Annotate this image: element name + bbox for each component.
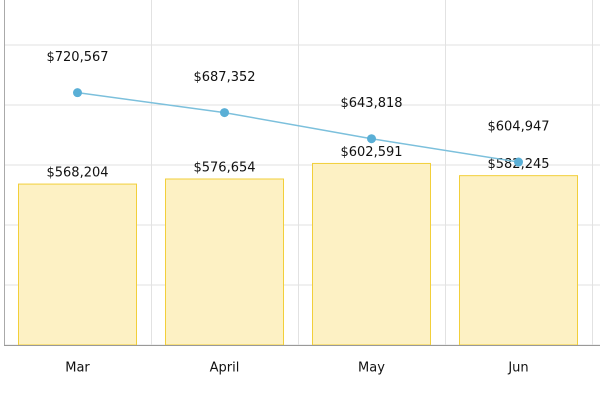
bar bbox=[18, 183, 137, 346]
bar bbox=[165, 178, 284, 346]
bar-value-label: $576,654 bbox=[193, 161, 255, 176]
line-point bbox=[367, 134, 376, 144]
line bbox=[77, 91, 519, 163]
x-tick-label: Mar bbox=[65, 361, 90, 376]
line-value-label: $604,947 bbox=[487, 120, 549, 135]
line-point bbox=[514, 157, 523, 167]
line-value-label: $720,567 bbox=[46, 50, 108, 65]
line-value-label: $643,818 bbox=[340, 96, 402, 111]
line-point bbox=[73, 88, 82, 98]
line-point bbox=[220, 108, 229, 118]
x-tick-label: April bbox=[210, 361, 240, 376]
line-value-label: $687,352 bbox=[193, 70, 255, 85]
bar bbox=[312, 162, 431, 346]
x-tick-label: Jun bbox=[507, 361, 528, 376]
bar-value-label: $568,204 bbox=[46, 166, 108, 181]
bar-value-label: $602,591 bbox=[340, 145, 402, 160]
bar bbox=[459, 175, 578, 346]
x-tick-label: May bbox=[358, 361, 385, 376]
